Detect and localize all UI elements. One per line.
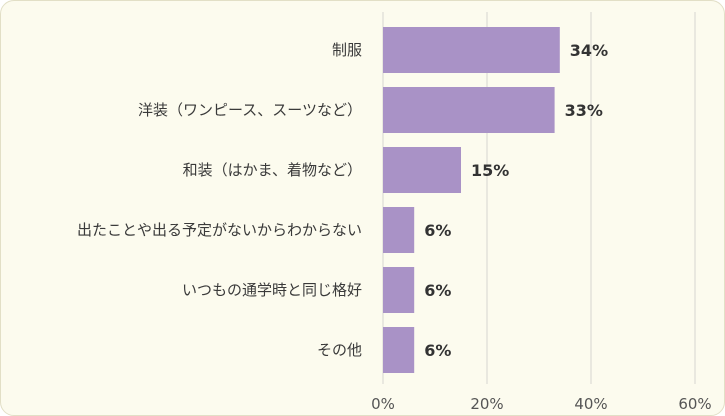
value-label: 15% xyxy=(471,161,509,180)
bar xyxy=(383,147,461,193)
category-label: いつもの通学時と同じ格好 xyxy=(182,281,362,299)
bar xyxy=(383,327,415,373)
x-tick-label: 60% xyxy=(678,395,711,413)
value-label: 6% xyxy=(424,281,451,300)
x-tick-label: 0% xyxy=(371,395,395,413)
category-label: 出たことや出る予定がないからわからない xyxy=(77,221,362,239)
value-label: 6% xyxy=(424,221,451,240)
category-label: その他 xyxy=(317,341,362,359)
category-label: 制服 xyxy=(332,41,362,59)
category-label: 洋装（ワンピース、スーツなど） xyxy=(138,101,362,119)
bar xyxy=(383,207,415,253)
bar xyxy=(383,87,555,133)
value-label: 6% xyxy=(424,341,451,360)
bar xyxy=(383,27,560,73)
value-label: 34% xyxy=(570,41,608,60)
value-label: 33% xyxy=(565,101,603,120)
x-tick-label: 20% xyxy=(470,395,503,413)
x-tick-label: 40% xyxy=(574,395,607,413)
bar xyxy=(383,267,415,313)
category-label: 和装（はかま、着物など） xyxy=(183,161,362,179)
